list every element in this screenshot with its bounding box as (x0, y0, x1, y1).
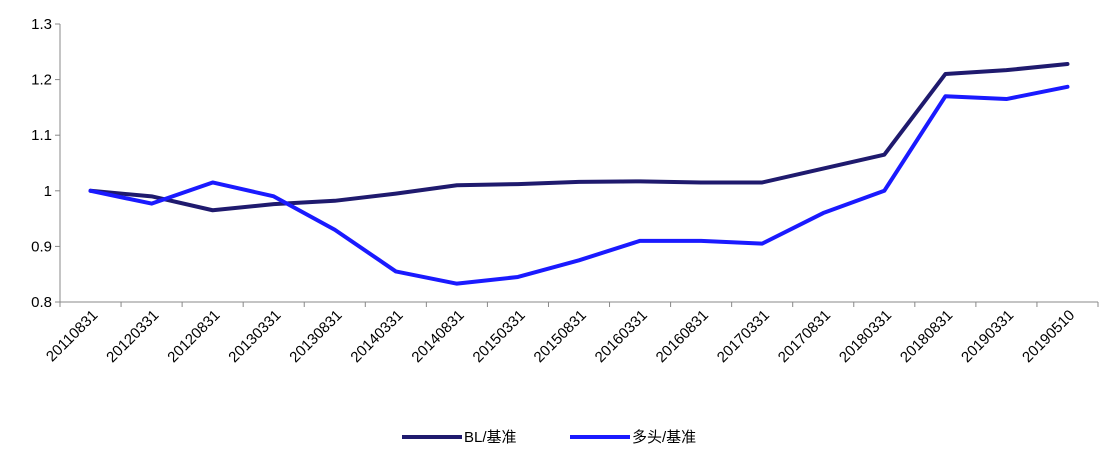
x-tick-label: 20180331 (836, 307, 895, 366)
x-tick-label: 20140831 (408, 307, 467, 366)
x-tick-label: 20170831 (775, 307, 834, 366)
x-tick-label: 20130331 (225, 307, 284, 366)
legend-label: BL/基准 (464, 429, 517, 446)
x-tick-label: 20170331 (714, 307, 773, 366)
x-tick-label: 20160831 (653, 307, 712, 366)
x-tick-label: 20160331 (592, 307, 651, 366)
x-tick-label: 20180831 (897, 307, 956, 366)
y-tick-label: 1 (44, 183, 52, 200)
series-line (88, 62, 1070, 213)
x-tick-label: 20150831 (531, 307, 590, 366)
x-tick-label: 20110831 (43, 307, 101, 365)
y-tick-label: 0.9 (31, 238, 52, 255)
x-tick-label: 20120831 (164, 307, 223, 366)
x-tick-label: 20150331 (470, 307, 529, 366)
y-tick-label: 1.1 (31, 127, 52, 144)
x-tick-label: 20130831 (286, 307, 345, 366)
y-tick-label: 1.3 (31, 16, 52, 33)
y-tick-label: 0.8 (31, 294, 52, 311)
x-tick-label: 20140331 (347, 307, 406, 366)
y-tick-label: 1.2 (31, 72, 52, 89)
x-tick-label: 20120331 (103, 307, 162, 366)
x-tick-label: 20190331 (958, 307, 1017, 366)
x-tick-label: 20190510 (1019, 307, 1078, 366)
legend-label: 多头/基准 (632, 429, 696, 446)
series-line (88, 84, 1070, 286)
